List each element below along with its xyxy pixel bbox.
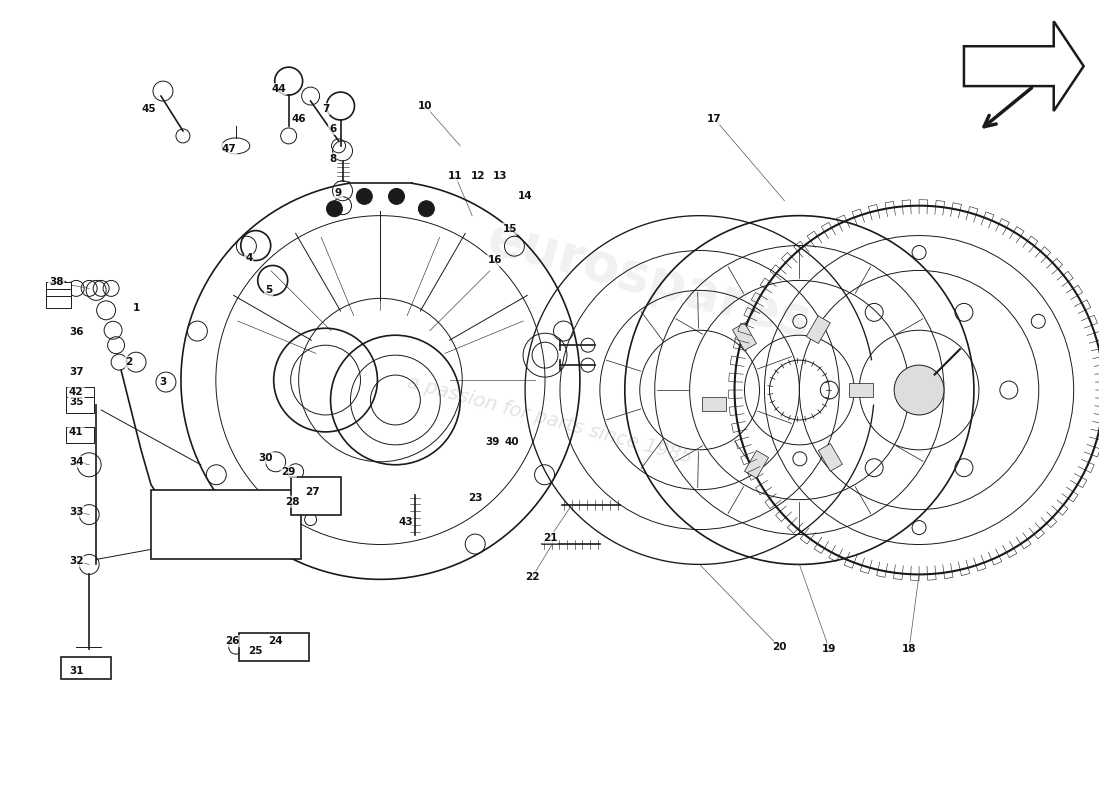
Bar	[745, 450, 769, 478]
Text: 29: 29	[282, 466, 296, 477]
Text: 2: 2	[125, 357, 133, 367]
Text: 1: 1	[132, 303, 140, 314]
Text: eurospares: eurospares	[482, 212, 817, 349]
Text: 30: 30	[258, 453, 273, 462]
Text: 20: 20	[772, 642, 786, 652]
Text: 23: 23	[468, 493, 483, 502]
Text: 31: 31	[69, 666, 84, 676]
Text: 13: 13	[493, 170, 507, 181]
Text: 26: 26	[226, 636, 240, 646]
Text: 5: 5	[265, 286, 273, 295]
Bar	[66, 427, 95, 443]
Text: 21: 21	[542, 533, 558, 542]
Bar	[46, 282, 72, 294]
Text: 32: 32	[69, 557, 84, 566]
Bar	[733, 322, 757, 350]
Text: 38: 38	[50, 278, 64, 287]
Circle shape	[418, 201, 434, 217]
Text: 19: 19	[822, 644, 836, 654]
Text: 14: 14	[518, 190, 532, 201]
Text: 8: 8	[329, 154, 337, 164]
Text: 36: 36	[69, 327, 84, 338]
Bar	[62, 657, 111, 679]
Text: 9: 9	[336, 188, 342, 198]
Bar	[806, 316, 830, 343]
Circle shape	[894, 365, 944, 415]
Text: 12: 12	[471, 170, 485, 181]
Text: 17: 17	[707, 114, 722, 124]
Text: 11: 11	[448, 170, 462, 181]
Text: 47: 47	[221, 144, 236, 154]
Bar	[290, 477, 341, 514]
Text: 15: 15	[503, 223, 517, 234]
Text: 37: 37	[69, 367, 84, 377]
Text: 7: 7	[322, 104, 329, 114]
Text: 18: 18	[902, 644, 916, 654]
Text: 44: 44	[272, 84, 286, 94]
Text: 6: 6	[329, 124, 337, 134]
Text: 22: 22	[525, 572, 539, 582]
Circle shape	[327, 201, 342, 217]
Circle shape	[356, 189, 372, 204]
Bar	[849, 383, 873, 397]
Circle shape	[388, 189, 405, 204]
Text: 3: 3	[160, 377, 166, 387]
Bar	[46, 296, 72, 308]
Bar	[239, 633, 309, 661]
Text: 24: 24	[268, 636, 283, 646]
Bar	[46, 290, 72, 302]
Bar	[151, 490, 300, 559]
Polygon shape	[964, 22, 1084, 111]
Bar	[66, 397, 95, 413]
Text: 40: 40	[505, 437, 519, 447]
Text: 28: 28	[285, 497, 300, 506]
Text: 25: 25	[249, 646, 263, 656]
Text: 43: 43	[398, 517, 412, 526]
Text: 4: 4	[245, 254, 253, 263]
Text: 27: 27	[306, 486, 320, 497]
Text: 39: 39	[485, 437, 499, 447]
Text: 41: 41	[69, 427, 84, 437]
Bar	[66, 387, 95, 403]
Text: 16: 16	[488, 255, 503, 266]
Text: 33: 33	[69, 506, 84, 517]
Text: 35: 35	[69, 397, 84, 407]
Text: 34: 34	[69, 457, 84, 466]
Bar	[818, 443, 843, 471]
Text: 46: 46	[292, 114, 306, 124]
Bar	[702, 397, 726, 411]
Text: a passion for parts since 1985: a passion for parts since 1985	[405, 373, 695, 467]
Text: 10: 10	[418, 101, 432, 111]
Text: 45: 45	[142, 104, 156, 114]
Text: 42: 42	[69, 387, 84, 397]
